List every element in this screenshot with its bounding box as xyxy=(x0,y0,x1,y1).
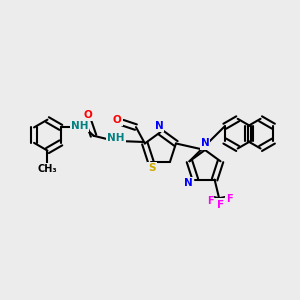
Text: F: F xyxy=(217,200,224,209)
Text: N: N xyxy=(154,121,163,131)
Text: NH: NH xyxy=(71,121,88,131)
Text: S: S xyxy=(148,163,156,173)
Text: NH: NH xyxy=(107,133,125,143)
Text: O: O xyxy=(84,110,93,120)
Text: N: N xyxy=(184,178,193,188)
Text: N: N xyxy=(201,139,209,148)
Text: F: F xyxy=(226,194,233,205)
Text: O: O xyxy=(113,115,122,125)
Text: CH₃: CH₃ xyxy=(38,164,57,174)
Text: F: F xyxy=(207,196,213,206)
